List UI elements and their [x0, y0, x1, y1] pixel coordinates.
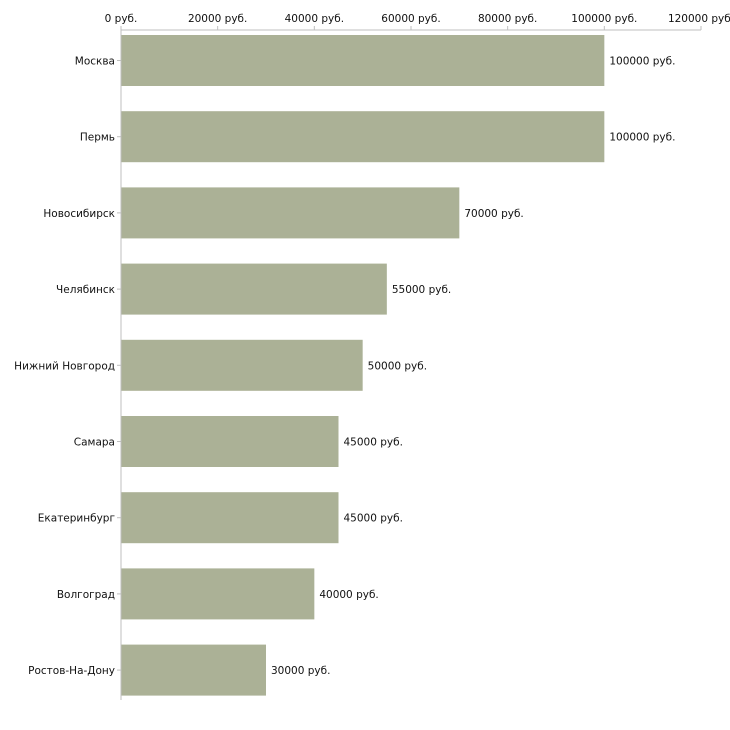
x-axis: 0 руб. 20000 руб. 40000 руб. 60000 руб. 8000… — [105, 13, 730, 31]
value-label: 100000 руб. — [609, 132, 675, 144]
x-tick-label: 100000 руб. — [571, 13, 637, 25]
category-label: Ростов-На-Дону — [28, 665, 115, 677]
bar — [121, 111, 605, 163]
value-label: 70000 руб. — [464, 208, 523, 220]
category-label: Пермь — [80, 132, 115, 144]
bar — [121, 416, 339, 467]
x-tick-label: 60000 руб. — [381, 13, 440, 25]
x-tick-label: 80000 руб. — [478, 13, 537, 25]
bar — [121, 35, 605, 86]
y-axis: Москва Пермь Новосибирск Челябинск Нижний Но… — [14, 30, 122, 700]
category-label: Москва — [75, 56, 115, 68]
bar — [121, 644, 266, 696]
category-label: Челябинск — [56, 284, 115, 296]
bar — [121, 187, 460, 239]
bars: 100000 руб. 100000 руб. 70000 руб. 55000 ру… — [121, 35, 675, 696]
x-tick-label: 0 руб. — [105, 13, 138, 25]
value-label: 55000 руб. — [392, 284, 451, 296]
bar — [121, 339, 363, 391]
value-label: 30000 руб. — [271, 665, 330, 677]
value-label: 45000 руб. — [344, 437, 403, 449]
bar — [121, 568, 315, 620]
bar — [121, 263, 387, 315]
category-label: Новосибирск — [43, 208, 115, 220]
x-tick-label: 20000 руб. — [188, 13, 247, 25]
value-label: 100000 руб. — [609, 56, 675, 68]
category-label: Волгоград — [57, 589, 115, 601]
category-label: Нижний Новгород — [14, 360, 115, 372]
x-tick-label: 120000 руб. — [668, 13, 730, 25]
category-label: Самара — [74, 437, 115, 449]
x-tick-label: 40000 руб. — [285, 13, 344, 25]
category-label: Екатеринбург — [38, 513, 115, 525]
value-label: 45000 руб. — [344, 513, 403, 525]
value-label: 50000 руб. — [368, 360, 427, 372]
bar — [121, 492, 339, 544]
value-label: 40000 руб. — [319, 589, 378, 601]
